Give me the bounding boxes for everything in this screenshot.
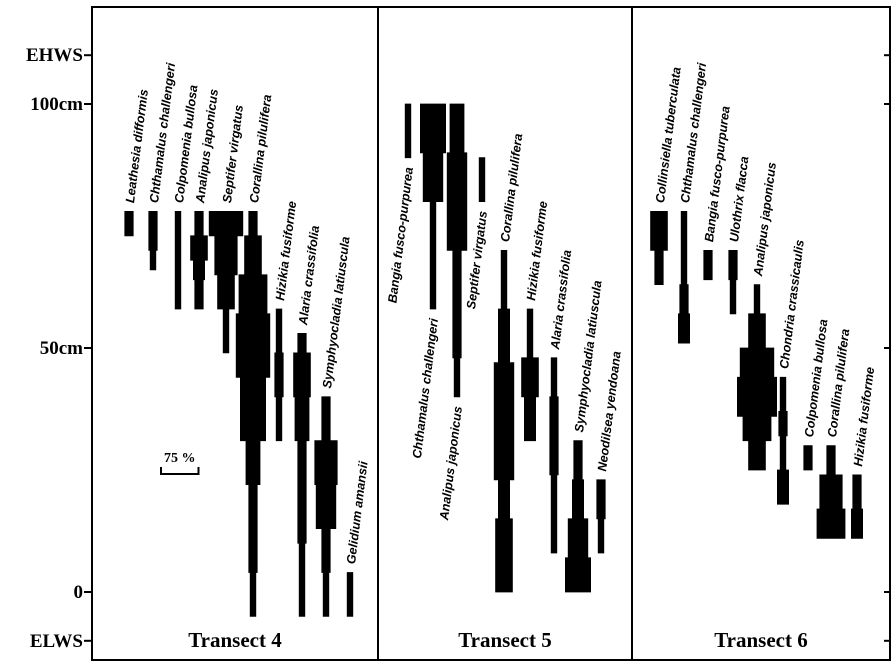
kite-t5-hizikia-fusiforme	[521, 308, 539, 442]
species-label-t5-symphyocladia-latiuscula: Symphyocladia latiuscula	[572, 280, 605, 433]
species-label-t4-leathesia-difformis: Leathesia difformis	[123, 88, 151, 203]
kite-t4-symphyocladia-latiuscula	[314, 396, 338, 617]
kite-t4-septifer-virgatus	[208, 210, 244, 354]
kite-t6-colpomenia-bullosa	[803, 445, 813, 471]
kite-t5-symphyocladia-latiuscula	[565, 440, 591, 593]
y-tick-label-0: 0	[74, 582, 84, 603]
kite-t6-hizikia-fusiforme	[851, 474, 863, 539]
transect-title-4: Transect 4	[188, 628, 282, 652]
kite-t6-corallina-pilulifera	[816, 445, 846, 539]
species-label-t5-chthamalus-challengeri: Chthamalus challengeri	[410, 317, 441, 459]
species-label-t5-alaria-crassifolia: Alaria crassifolia	[548, 249, 574, 351]
transect-panel-6	[631, 6, 891, 661]
species-label-t6-corallina-pilulifera: Corallina pilulifera	[825, 328, 852, 438]
species-label-t5-neodilsea-yendoana: Neodilsea yendoana	[595, 350, 624, 472]
y-tick-label-50cm: 50cm	[40, 338, 83, 359]
species-label-t4-symphyocladia-latiuscula: Symphyocladia latiuscula	[320, 236, 353, 389]
transect-frames	[91, 6, 891, 661]
kite-t4-leathesia-difformis	[124, 210, 134, 237]
y-tick-label-100cm: 100cm	[30, 94, 83, 115]
kite-t5-analipus-japonicus	[446, 103, 468, 398]
kite-t5-bangia-fusco-purpurea	[404, 103, 412, 159]
species-label-t6-ulothrix-flacca: Ulothrix flacca	[727, 156, 751, 243]
species-label-t4-gelidium-amansii: Gelidium amansii	[344, 460, 371, 565]
species-label-t4-corallina-pilulifera: Corallina pilulifera	[247, 94, 274, 204]
species-kites	[124, 103, 863, 617]
kite-t4-analipus-japonicus	[190, 210, 208, 310]
y-axis: ELWS 0 50cm 100cm EHWS	[26, 45, 890, 652]
scale-bar-label: 75 %	[164, 451, 196, 466]
species-label-t4-hizikia-fusiforme: Hizikia fusiforme	[273, 200, 299, 301]
kite-t4-hizikia-fusiforme	[274, 308, 284, 442]
kite-t6-analipus-japonicus	[737, 284, 777, 471]
species-label-t6-hizikia-fusiforme: Hizikia fusiforme	[851, 366, 877, 467]
scale-bar: 75 %	[160, 451, 200, 475]
kite-t4-chthamalus-challengeri	[148, 210, 158, 271]
y-tick-label-elws: ELWS	[30, 631, 83, 652]
transect-title-5: Transect 5	[458, 628, 552, 652]
kite-t4-alaria-crassifolia	[293, 332, 311, 617]
species-label-t5-corallina-pilulifera: Corallina pilulifera	[498, 133, 525, 243]
kite-t6-bangia-fusco-purpurea	[703, 249, 713, 281]
kite-t4-colpomenia-bullosa	[174, 210, 182, 310]
kite-t5-neodilsea-yendoana	[596, 479, 606, 554]
species-label-t5-analipus-japonicus: Analipus japonicus	[437, 405, 465, 521]
y-tick-label-ehws: EHWS	[26, 45, 83, 66]
species-label-t6-chondria-crassicaulis: Chondria crassicaulis	[777, 239, 807, 370]
kite-t6-chondria-crassicaulis	[777, 376, 789, 505]
species-label-t4-alaria-crassifolia: Alaria crassifolia	[296, 225, 322, 327]
kite-t4-corallina-pilulifera	[235, 210, 271, 617]
species-label-t6-collinsiella-tuberculata: Collinsiella tuberculata	[653, 66, 684, 204]
scale-bar-bracket	[160, 467, 200, 475]
species-label-t5-septifer-virgatus: Septifer virgatus	[464, 210, 490, 310]
species-label-t6-chthamalus-challengeri: Chthamalus challengeri	[678, 62, 709, 204]
species-label-t6-bangia-fusco-purpurea: Bangia fusco-purpurea	[702, 105, 733, 243]
kite-t5-septifer-virgatus	[478, 157, 486, 203]
kite-t5-alaria-crassifolia	[549, 357, 559, 554]
kite-t4-gelidium-amansii	[346, 572, 354, 617]
kite-t5-chthamalus-challengeri	[419, 103, 447, 310]
kite-t5-corallina-pilulifera	[493, 249, 515, 593]
species-label-t5-hizikia-fusiforme: Hizikia fusiforme	[524, 200, 550, 301]
kite-t6-chthamalus-challengeri	[678, 210, 690, 344]
species-label-t5-bangia-fusco-purpurea: Bangia fusco-purpurea	[385, 166, 416, 304]
species-label-t6-analipus-japonicus: Analipus japonicus	[751, 161, 779, 277]
transect-title-6: Transect 6	[714, 628, 808, 652]
kite-t6-collinsiella-tuberculata	[650, 210, 668, 286]
kite-t6-ulothrix-flacca	[728, 249, 738, 315]
species-label-t4-septifer-virgatus: Septifer virgatus	[220, 104, 246, 204]
